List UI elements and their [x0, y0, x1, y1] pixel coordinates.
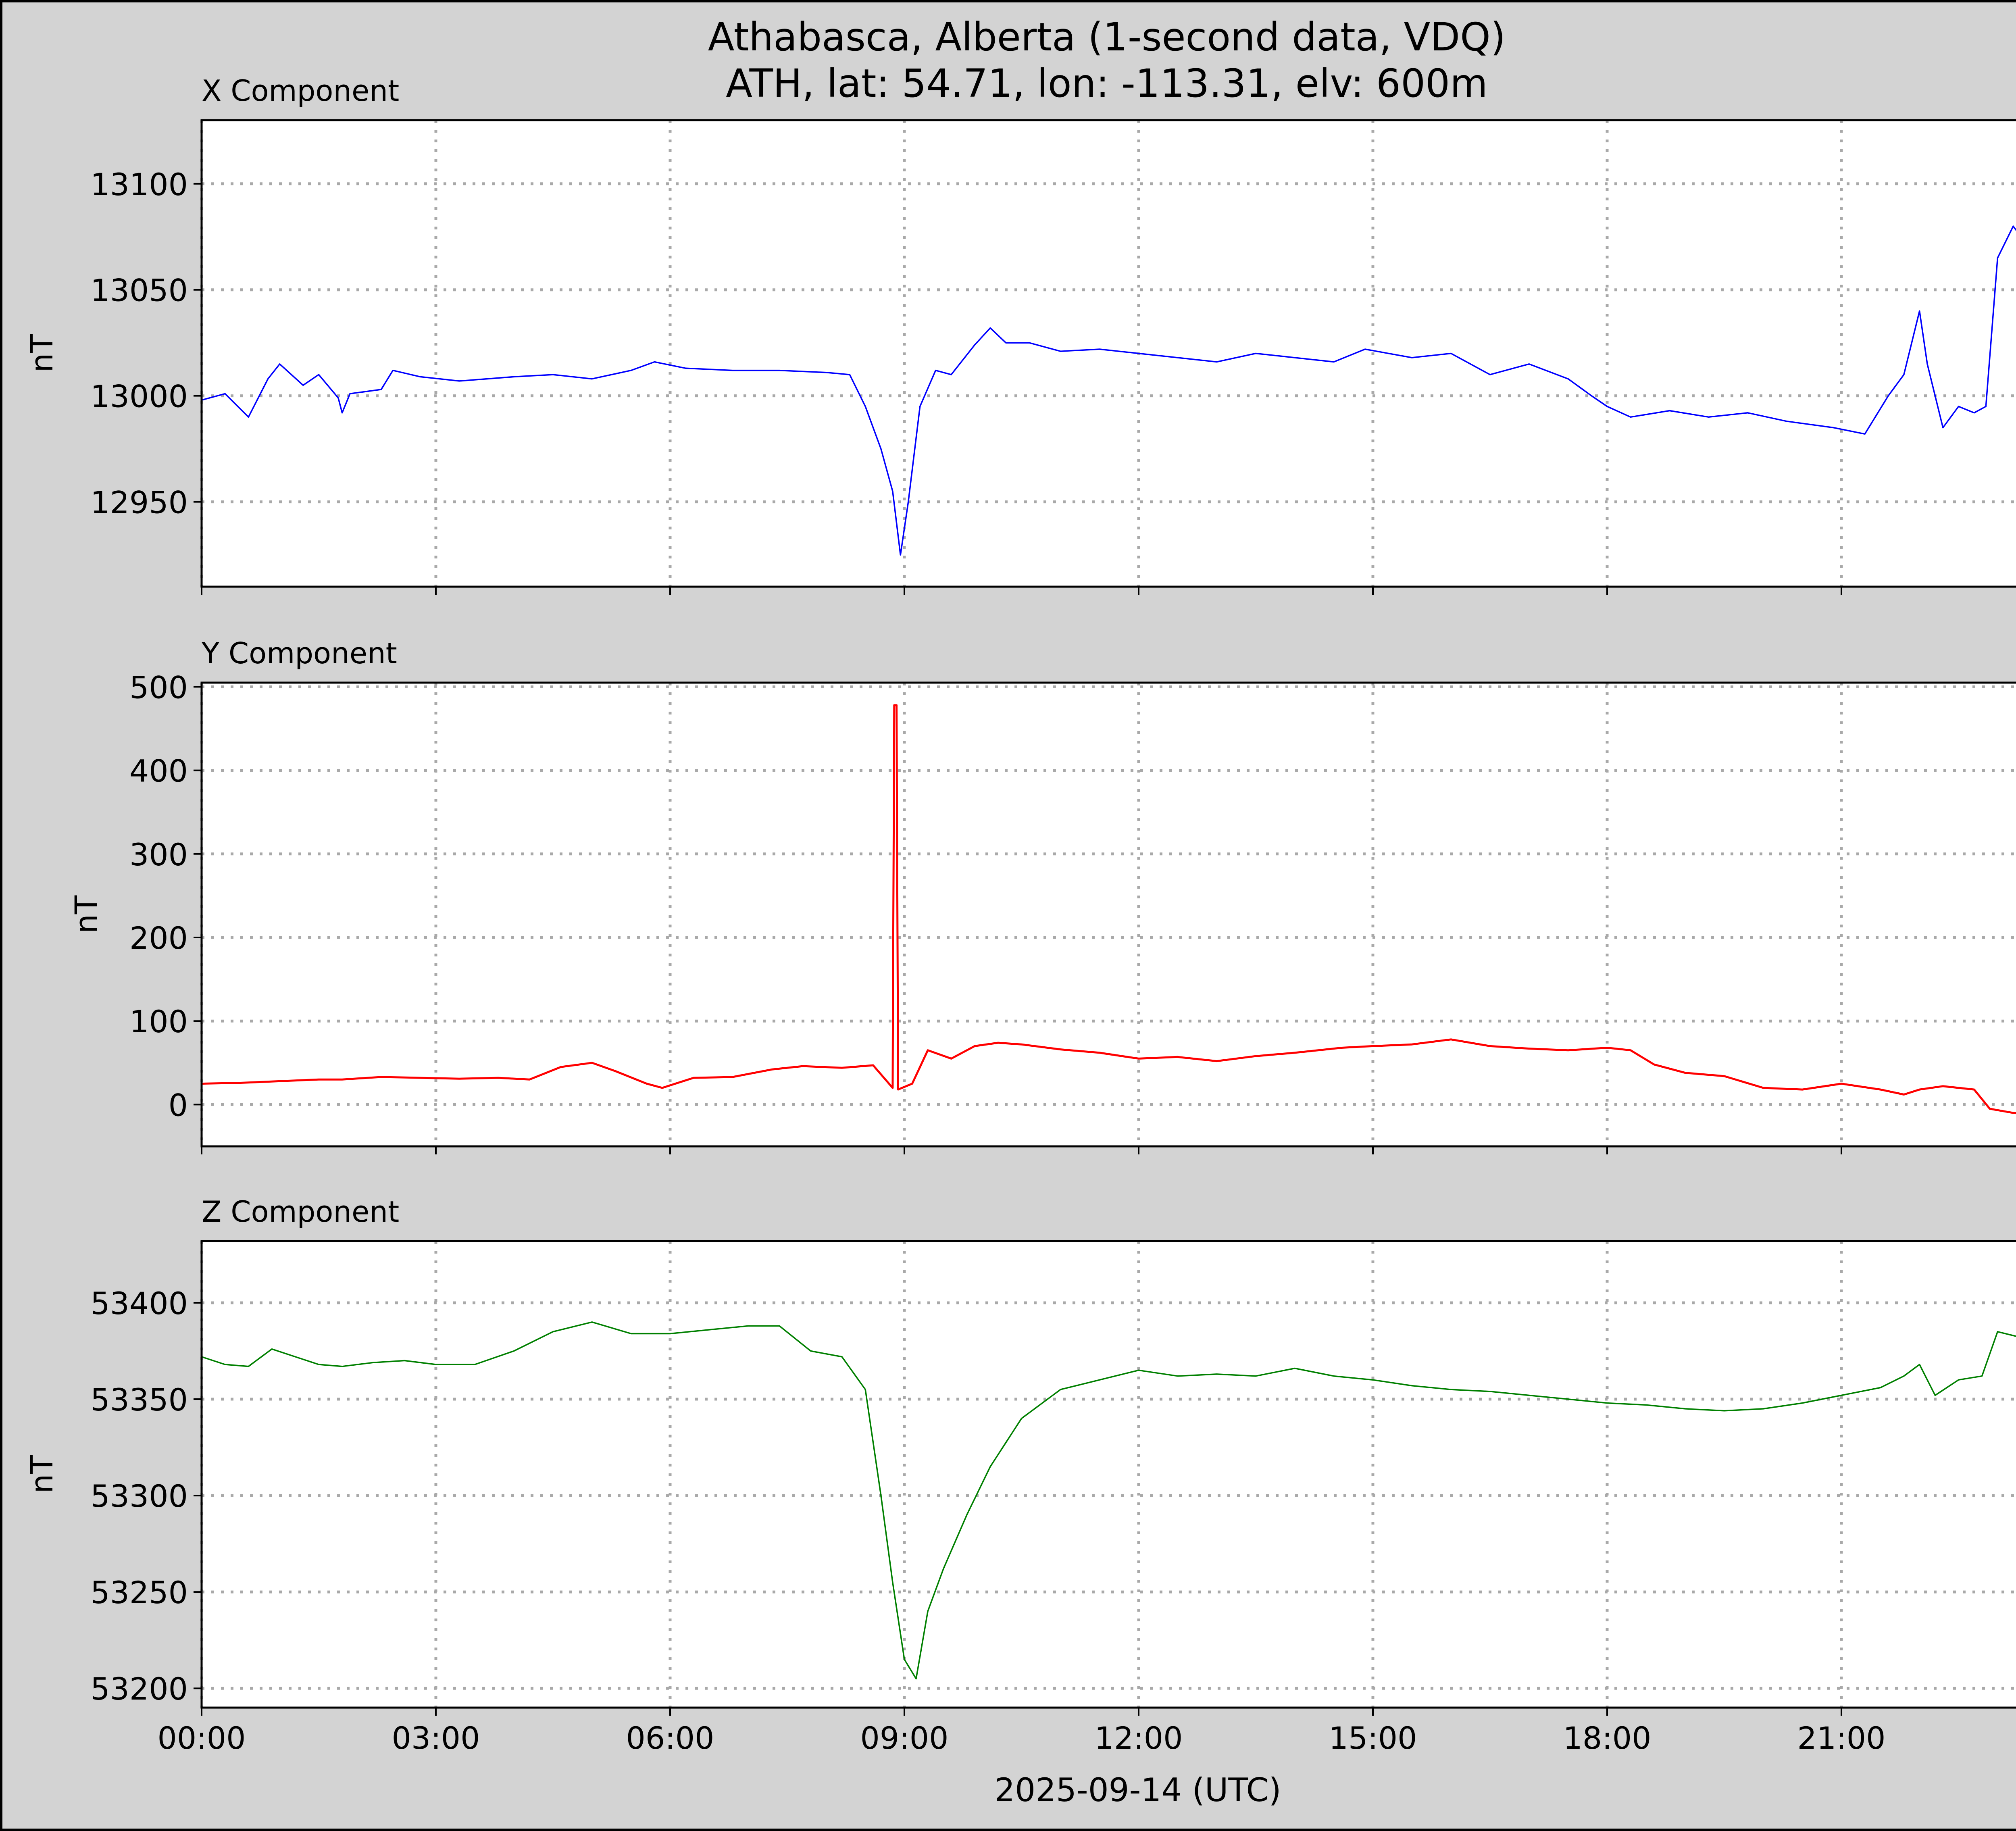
x-tick-label: 06:00	[626, 1720, 714, 1756]
y-tick-label: 53350	[90, 1382, 188, 1418]
figure-title-line2: ATH, lat: 54.71, lon: -113.31, elv: 600m	[726, 61, 1488, 106]
x-axis-label: 2025-09-14 (UTC)	[994, 1771, 1281, 1809]
panels-group: 12950 13000 13050 13100 X Component nT 0 100 200…	[24, 74, 2016, 1756]
y-tick-label: 12950	[90, 485, 188, 521]
y-tick-label: 13100	[90, 167, 188, 202]
y-tick-label: 300	[129, 837, 188, 873]
y-tick-label: 13050	[90, 273, 188, 308]
y-tick-label: 53250	[90, 1575, 188, 1610]
panel-2: 0 100 200 300 400 500 Y Component nT	[68, 636, 2016, 1154]
figure-title-line1: Athabasca, Alberta (1-second data, VDQ)	[708, 15, 1506, 60]
y-tick-label: 500	[129, 669, 188, 705]
y-tick-label: 200	[129, 920, 188, 956]
plot-area	[202, 1241, 2016, 1708]
panel-title: X Component	[202, 74, 399, 108]
plot-area	[202, 120, 2016, 587]
x-tick-label: 03:00	[392, 1720, 480, 1756]
panel-3: 53200 53250 53300 53350 53400 00:00 03:00 06:00…	[24, 1195, 2016, 1756]
series-line-1	[201, 1321, 2016, 1680]
y-tick-label: 53300	[90, 1478, 188, 1514]
panel-1: 12950 13000 13050 13100 X Component nT	[24, 74, 2016, 595]
plot-area	[202, 683, 2016, 1146]
y-tick-label: 400	[129, 753, 188, 789]
series-line-1	[201, 225, 2016, 556]
x-tick-label: 00:00	[157, 1720, 246, 1756]
y-tick-label: 100	[129, 1004, 188, 1039]
y-tick-label: 53400	[90, 1285, 188, 1321]
panel-title: Z Component	[202, 1195, 399, 1229]
y-axis-label: nT	[24, 334, 60, 373]
y-tick-label: 53200	[90, 1671, 188, 1707]
x-tick-label: 12:00	[1094, 1720, 1183, 1756]
y-tick-label: 0	[169, 1087, 188, 1123]
y-axis-label: nT	[68, 895, 104, 933]
x-tick-label: 09:00	[860, 1720, 948, 1756]
x-tick-label: 21:00	[1797, 1720, 1885, 1756]
y-axis-label: nT	[24, 1455, 60, 1494]
y-tick-label: 13000	[90, 379, 188, 415]
panel-title: Y Component	[201, 636, 397, 670]
x-tick-label: 15:00	[1329, 1720, 1417, 1756]
x-tick-label: 18:00	[1563, 1720, 1651, 1756]
series-line-1	[201, 704, 2016, 1114]
